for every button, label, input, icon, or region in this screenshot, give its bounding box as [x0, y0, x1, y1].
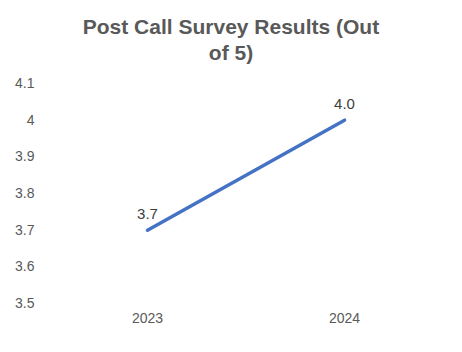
svg-text:2023: 2023 [132, 310, 163, 326]
svg-text:4.1: 4.1 [15, 74, 35, 90]
svg-text:3.9: 3.9 [15, 148, 35, 164]
svg-text:4.0: 4.0 [334, 94, 355, 111]
svg-text:4: 4 [27, 111, 35, 127]
svg-text:3.7: 3.7 [15, 221, 35, 237]
svg-text:3.8: 3.8 [15, 184, 35, 200]
svg-text:3.7: 3.7 [137, 204, 158, 221]
svg-text:3.5: 3.5 [15, 294, 35, 310]
html-text:Post Call Survey Results (Out: Post Call Survey Results (Out of 5) [82, 15, 380, 65]
svg-text:3.6: 3.6 [15, 258, 35, 274]
svg-text:2024: 2024 [329, 310, 360, 326]
